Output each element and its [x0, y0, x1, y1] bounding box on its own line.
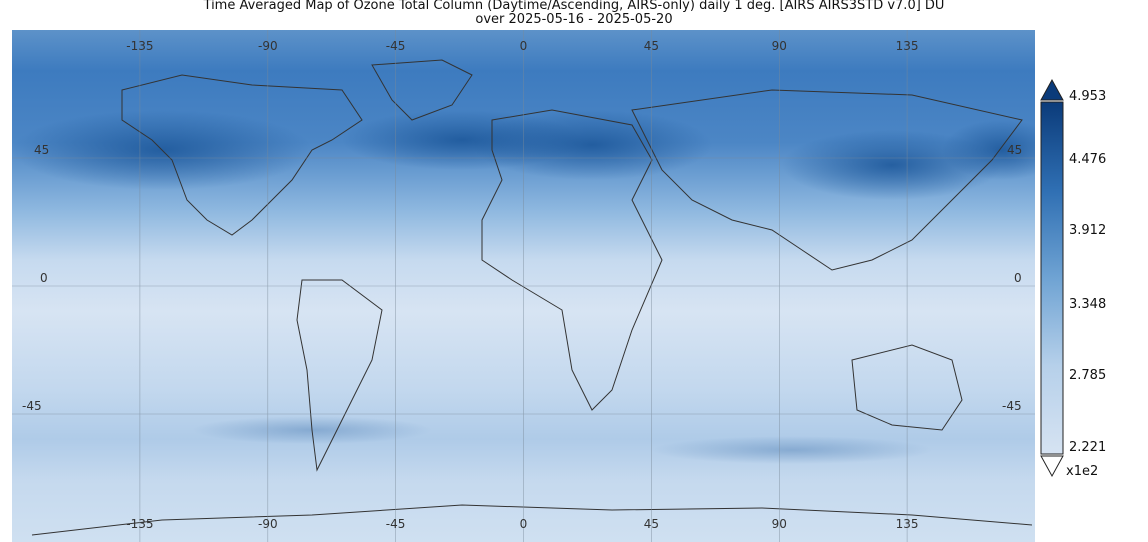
map-subtitle: over 2025-05-16 - 2025-05-20 — [475, 12, 673, 27]
australia-outline — [851, 344, 963, 431]
lon-label-top: 135 — [896, 39, 919, 53]
lon-labels-bottom: -135 -90 -45 0 45 90 135 — [126, 517, 918, 531]
coastlines — [31, 59, 1033, 536]
north-america-outline — [121, 74, 363, 236]
colorbar — [1040, 78, 1064, 478]
greenland-outline — [371, 59, 473, 121]
lat-label-left: 0 — [40, 271, 48, 285]
lat-label-left: -45 — [22, 399, 42, 413]
antarctica-outline — [31, 504, 1033, 536]
lon-label-top: 0 — [520, 39, 528, 53]
lon-label-top: -45 — [386, 39, 406, 53]
colorbar-tick-label: 4.953 — [1069, 89, 1107, 104]
lon-label-top: 45 — [644, 39, 659, 53]
colorbar-tick-label: 2.785 — [1069, 368, 1107, 383]
colorbar-tick-label: 4.476 — [1069, 152, 1107, 167]
asia-outline — [631, 89, 1023, 271]
colorbar-tick-label: 3.348 — [1069, 297, 1107, 312]
colorbar-scale-label: x1e2 — [1066, 464, 1099, 479]
lon-label-bottom: 0 — [520, 517, 528, 531]
colorbar-tick-label: 3.912 — [1069, 223, 1107, 238]
lat-label-right: -45 — [1002, 399, 1022, 413]
colorbar-max-arrow — [1040, 78, 1064, 101]
lon-label-bottom: -135 — [126, 517, 153, 531]
graticule — [12, 30, 1035, 542]
colorbar-min-arrow — [1040, 455, 1064, 478]
europe-africa-outline — [481, 109, 663, 411]
lat-label-right: 0 — [1014, 271, 1022, 285]
lon-label-bottom: 135 — [896, 517, 919, 531]
ozone-high-regions — [12, 110, 1035, 464]
lon-labels-top: -135 -90 -45 0 45 90 135 — [126, 39, 918, 53]
south-america-outline — [296, 279, 383, 472]
colorbar-gradient — [1040, 101, 1064, 455]
lat-labels: 45 0 -45 45 0 -45 — [22, 143, 1022, 413]
lon-label-bottom: -45 — [386, 517, 406, 531]
map-title: Time Averaged Map of Ozone Total Column … — [203, 0, 945, 13]
lat-label-right: 45 — [1007, 143, 1022, 157]
lon-label-bottom: -90 — [258, 517, 278, 531]
lon-label-bottom: 90 — [772, 517, 787, 531]
lat-label-left: 45 — [34, 143, 49, 157]
lon-label-top: -135 — [126, 39, 153, 53]
ozone-map: -135 -90 -45 0 45 90 135 -135 -90 -45 0 … — [12, 30, 1035, 542]
lon-label-bottom: 45 — [644, 517, 659, 531]
colorbar-tick-label: 2.221 — [1069, 440, 1107, 455]
lon-label-top: -90 — [258, 39, 278, 53]
lon-label-top: 90 — [772, 39, 787, 53]
